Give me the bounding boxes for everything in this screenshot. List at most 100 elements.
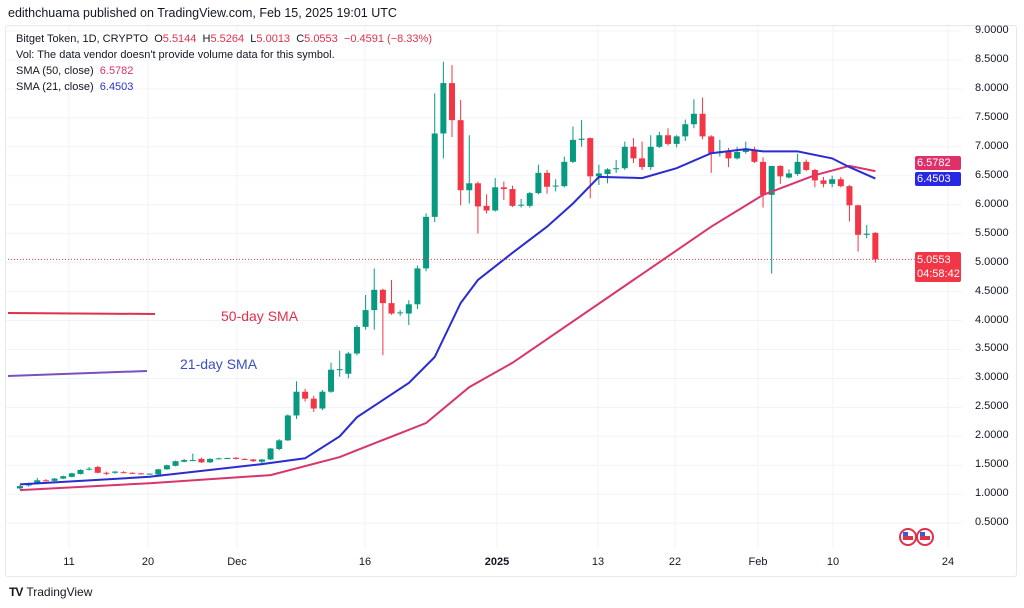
candle-up[interactable] bbox=[794, 153, 801, 176]
chart-pane[interactable] bbox=[5, 25, 1017, 577]
candle-up[interactable] bbox=[526, 191, 533, 208]
candle-up[interactable] bbox=[682, 119, 689, 142]
candle-up[interactable] bbox=[690, 99, 697, 129]
candle-up[interactable] bbox=[163, 464, 170, 470]
candle-up[interactable] bbox=[431, 93, 438, 223]
candle-up[interactable] bbox=[595, 164, 602, 186]
candle-up[interactable] bbox=[440, 61, 447, 159]
candle-down[interactable] bbox=[639, 141, 646, 170]
candle-up[interactable] bbox=[716, 139, 723, 157]
candle-up[interactable] bbox=[189, 453, 196, 462]
candle-down[interactable] bbox=[250, 458, 257, 462]
candle-down[interactable] bbox=[198, 457, 205, 463]
candle-up[interactable] bbox=[829, 175, 836, 188]
candle-up[interactable] bbox=[60, 475, 67, 480]
candle-up[interactable] bbox=[172, 460, 179, 467]
candle-up[interactable] bbox=[552, 179, 559, 192]
candle-up[interactable] bbox=[785, 169, 792, 179]
candle-up[interactable] bbox=[293, 381, 300, 419]
candle-up[interactable] bbox=[267, 447, 274, 461]
candle-up[interactable] bbox=[414, 265, 421, 309]
candle-up[interactable] bbox=[768, 165, 775, 274]
candle-up[interactable] bbox=[86, 466, 93, 471]
candle-up[interactable] bbox=[319, 389, 326, 411]
candle-down[interactable] bbox=[137, 472, 144, 475]
sma50-legend[interactable]: SMA (50, close) 6.5782 bbox=[16, 65, 134, 77]
candle-down[interactable] bbox=[388, 279, 395, 315]
candle-up[interactable] bbox=[77, 469, 84, 475]
candle-down[interactable] bbox=[544, 169, 551, 194]
candle-up[interactable] bbox=[207, 458, 214, 463]
candle-up[interactable] bbox=[224, 457, 231, 460]
candle-down[interactable] bbox=[500, 181, 507, 201]
candle-up[interactable] bbox=[362, 295, 369, 330]
candle-down[interactable] bbox=[630, 138, 637, 164]
candle-up[interactable] bbox=[423, 213, 430, 272]
candle-down[interactable] bbox=[665, 128, 671, 146]
candle-down[interactable] bbox=[233, 457, 239, 460]
candle-up[interactable] bbox=[405, 300, 412, 326]
candle-up[interactable] bbox=[215, 457, 222, 460]
candle-down[interactable] bbox=[820, 176, 827, 188]
candle-up[interactable] bbox=[492, 178, 499, 212]
candle-down[interactable] bbox=[855, 204, 862, 252]
candle-up[interactable] bbox=[569, 126, 576, 164]
candle-up[interactable] bbox=[397, 310, 404, 316]
candle-up[interactable] bbox=[518, 198, 525, 208]
candle-down[interactable] bbox=[760, 157, 767, 208]
candle-down[interactable] bbox=[129, 472, 136, 474]
candle-down[interactable] bbox=[310, 395, 317, 412]
candle-up[interactable] bbox=[336, 350, 343, 377]
candle-up[interactable] bbox=[155, 468, 162, 476]
candle-down[interactable] bbox=[379, 288, 386, 356]
candle-up[interactable] bbox=[535, 164, 542, 195]
candle-up[interactable] bbox=[656, 131, 663, 148]
candle-down[interactable] bbox=[474, 181, 481, 234]
candle-up[interactable] bbox=[466, 135, 473, 204]
candle-up[interactable] bbox=[863, 224, 870, 239]
candle-down[interactable] bbox=[699, 97, 706, 140]
candle-down[interactable] bbox=[483, 194, 490, 214]
candle-up[interactable] bbox=[17, 484, 23, 490]
candle-up[interactable] bbox=[371, 268, 378, 330]
candle-down[interactable] bbox=[872, 232, 879, 263]
candle-up[interactable] bbox=[181, 458, 188, 463]
candle-down[interactable] bbox=[42, 479, 49, 482]
candle-up[interactable] bbox=[613, 160, 620, 173]
candle-up[interactable] bbox=[345, 351, 352, 379]
tradingview-logo[interactable]: TV TradingView bbox=[9, 585, 93, 599]
candle-up[interactable] bbox=[647, 135, 654, 170]
candle-down[interactable] bbox=[587, 137, 594, 199]
candle-down[interactable] bbox=[120, 471, 127, 474]
candle-up[interactable] bbox=[68, 472, 75, 478]
sma21-legend[interactable]: SMA (21, close) 6.4503 bbox=[16, 81, 134, 93]
candle-up[interactable] bbox=[621, 141, 628, 170]
candle-up[interactable] bbox=[604, 168, 611, 184]
candle-down[interactable] bbox=[94, 465, 101, 474]
candle-up[interactable] bbox=[561, 156, 568, 188]
candle-up[interactable] bbox=[146, 473, 153, 475]
candle-up[interactable] bbox=[742, 141, 749, 154]
candle-up[interactable] bbox=[112, 471, 119, 474]
candle-down[interactable] bbox=[509, 185, 516, 208]
candle-up[interactable] bbox=[276, 439, 283, 451]
candle-up[interactable] bbox=[353, 325, 360, 356]
candle-down[interactable] bbox=[103, 471, 110, 476]
candle-down[interactable] bbox=[837, 176, 844, 188]
candle-up[interactable] bbox=[328, 362, 335, 393]
candle-down[interactable] bbox=[811, 168, 818, 188]
candle-up[interactable] bbox=[578, 120, 585, 147]
candle-down[interactable] bbox=[241, 458, 248, 461]
candle-up[interactable] bbox=[673, 135, 680, 148]
candle-down[interactable] bbox=[457, 99, 464, 206]
candle-down[interactable] bbox=[302, 388, 309, 402]
candle-down[interactable] bbox=[846, 185, 853, 222]
symbol-name[interactable]: Bitget Token, 1D, CRYPTO bbox=[16, 33, 149, 45]
candle-up[interactable] bbox=[51, 477, 58, 482]
candle-down[interactable] bbox=[803, 159, 810, 172]
candle-up[interactable] bbox=[284, 414, 291, 441]
candle-down[interactable] bbox=[449, 65, 455, 137]
candle-down[interactable] bbox=[777, 165, 784, 184]
candle-up[interactable] bbox=[734, 146, 741, 160]
